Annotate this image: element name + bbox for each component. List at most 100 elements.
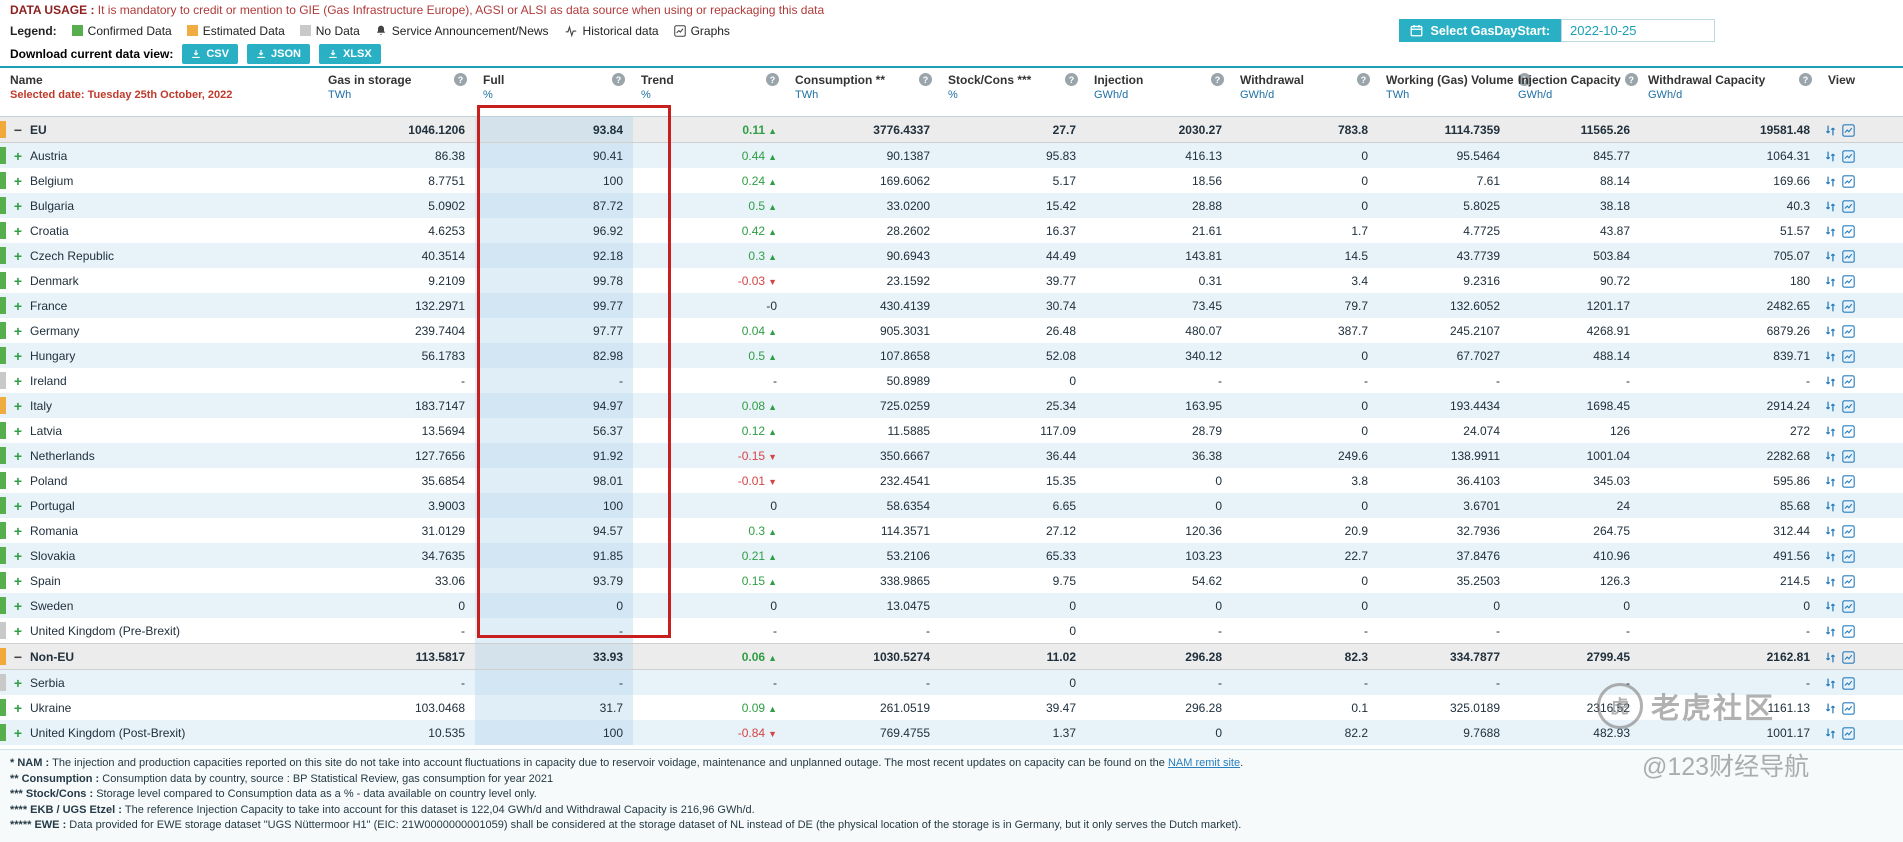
- expand-toggle[interactable]: +: [13, 222, 23, 239]
- expand-toggle[interactable]: +: [13, 197, 23, 214]
- compare-icon[interactable]: [1824, 124, 1837, 137]
- expand-toggle[interactable]: +: [13, 172, 23, 189]
- compare-icon[interactable]: [1824, 625, 1837, 638]
- collapse-toggle[interactable]: −: [13, 648, 23, 665]
- graph-icon[interactable]: [1842, 299, 1855, 313]
- compare-icon[interactable]: [1824, 225, 1837, 238]
- column-header-trend[interactable]: Trend? %: [633, 67, 787, 117]
- compare-icon[interactable]: [1824, 350, 1837, 363]
- column-header-withdrawal[interactable]: Withdrawal? GWh/d: [1232, 67, 1378, 117]
- column-header-consumption[interactable]: Consumption **? TWh: [787, 67, 940, 117]
- graph-icon[interactable]: [1842, 349, 1855, 363]
- collapse-toggle[interactable]: −: [13, 121, 23, 138]
- compare-icon[interactable]: [1824, 200, 1837, 213]
- graph-icon[interactable]: [1842, 374, 1855, 388]
- compare-icon[interactable]: [1824, 400, 1837, 413]
- info-icon[interactable]: ?: [1357, 73, 1370, 86]
- graph-icon[interactable]: [1842, 424, 1855, 438]
- compare-icon[interactable]: [1824, 275, 1837, 288]
- graph-icon[interactable]: [1842, 701, 1855, 715]
- info-icon[interactable]: ?: [766, 73, 779, 86]
- compare-icon[interactable]: [1824, 500, 1837, 513]
- gasday-date-input[interactable]: [1561, 19, 1715, 42]
- info-icon[interactable]: ?: [919, 73, 932, 86]
- expand-toggle[interactable]: +: [13, 322, 23, 339]
- compare-icon[interactable]: [1824, 425, 1837, 438]
- nam-remit-link[interactable]: NAM remit site: [1167, 757, 1241, 769]
- graph-icon[interactable]: [1842, 650, 1855, 664]
- expand-toggle[interactable]: +: [13, 622, 23, 639]
- compare-icon[interactable]: [1824, 250, 1837, 263]
- column-header-name[interactable]: Name Selected date: Tuesday 25th October…: [0, 67, 320, 117]
- expand-toggle[interactable]: +: [13, 397, 23, 414]
- expand-toggle[interactable]: +: [13, 597, 23, 614]
- expand-toggle[interactable]: +: [13, 522, 23, 539]
- compare-icon[interactable]: [1824, 702, 1837, 715]
- compare-icon[interactable]: [1824, 600, 1837, 613]
- compare-icon[interactable]: [1824, 150, 1837, 163]
- graph-icon[interactable]: [1842, 149, 1855, 163]
- info-icon[interactable]: ?: [612, 73, 625, 86]
- expand-toggle[interactable]: +: [13, 422, 23, 439]
- info-icon[interactable]: ?: [454, 73, 467, 86]
- graph-icon[interactable]: [1842, 449, 1855, 463]
- info-icon[interactable]: ?: [1211, 73, 1224, 86]
- graph-icon[interactable]: [1842, 249, 1855, 263]
- compare-icon[interactable]: [1824, 175, 1837, 188]
- expand-toggle[interactable]: +: [13, 699, 23, 716]
- graph-icon[interactable]: [1842, 399, 1855, 413]
- column-header-working-gas-volume[interactable]: Working (Gas) Volume? TWh: [1378, 67, 1531, 117]
- graph-icon[interactable]: [1842, 726, 1855, 740]
- expand-toggle[interactable]: +: [13, 447, 23, 464]
- expand-toggle[interactable]: +: [13, 247, 23, 264]
- info-icon[interactable]: ?: [1624, 73, 1638, 86]
- expand-toggle[interactable]: +: [13, 547, 23, 564]
- expand-toggle[interactable]: +: [13, 572, 23, 589]
- info-icon[interactable]: ?: [1065, 73, 1078, 86]
- compare-icon[interactable]: [1824, 450, 1837, 463]
- compare-icon[interactable]: [1824, 375, 1837, 388]
- info-icon[interactable]: ?: [1517, 73, 1531, 86]
- compare-icon[interactable]: [1824, 300, 1837, 313]
- download-csv-button[interactable]: CSV: [182, 43, 238, 64]
- compare-icon[interactable]: [1824, 475, 1837, 488]
- graph-icon[interactable]: [1842, 676, 1855, 690]
- column-header-gas-in-storage[interactable]: Gas in storage? TWh: [320, 67, 475, 117]
- graph-icon[interactable]: [1842, 174, 1855, 188]
- graph-icon[interactable]: [1842, 123, 1855, 137]
- graph-icon[interactable]: [1842, 499, 1855, 513]
- graph-icon[interactable]: [1842, 274, 1855, 288]
- download-json-button[interactable]: JSON: [246, 43, 310, 64]
- column-header-stock-cons[interactable]: Stock/Cons ***? %: [940, 67, 1086, 117]
- compare-icon[interactable]: [1824, 550, 1837, 563]
- column-header-injection-capacity[interactable]: Injection Capacity? GWh/d: [1510, 67, 1640, 117]
- expand-toggle[interactable]: +: [13, 472, 23, 489]
- download-xlsx-button[interactable]: XLSX: [318, 43, 381, 64]
- expand-toggle[interactable]: +: [13, 497, 23, 514]
- expand-toggle[interactable]: +: [13, 297, 23, 314]
- graph-icon[interactable]: [1842, 199, 1855, 213]
- column-header-withdrawal-capacity[interactable]: Withdrawal Capacity? GWh/d: [1640, 67, 1820, 117]
- graph-icon[interactable]: [1842, 224, 1855, 238]
- graph-icon[interactable]: [1842, 324, 1855, 338]
- graph-icon[interactable]: [1842, 599, 1855, 613]
- compare-icon[interactable]: [1824, 525, 1837, 538]
- compare-icon[interactable]: [1824, 727, 1837, 740]
- expand-toggle[interactable]: +: [13, 347, 23, 364]
- column-header-injection[interactable]: Injection? GWh/d: [1086, 67, 1232, 117]
- graph-icon[interactable]: [1842, 549, 1855, 563]
- expand-toggle[interactable]: +: [13, 372, 23, 389]
- expand-toggle[interactable]: +: [13, 724, 23, 741]
- compare-icon[interactable]: [1824, 325, 1837, 338]
- expand-toggle[interactable]: +: [13, 147, 23, 164]
- compare-icon[interactable]: [1824, 651, 1837, 664]
- expand-toggle[interactable]: +: [13, 674, 23, 691]
- graph-icon[interactable]: [1842, 474, 1855, 488]
- info-icon[interactable]: ?: [1799, 73, 1812, 86]
- compare-icon[interactable]: [1824, 575, 1837, 588]
- column-header-full[interactable]: Full? %: [475, 67, 633, 117]
- expand-toggle[interactable]: +: [13, 272, 23, 289]
- graph-icon[interactable]: [1842, 574, 1855, 588]
- graph-icon[interactable]: [1842, 524, 1855, 538]
- graph-icon[interactable]: [1842, 624, 1855, 638]
